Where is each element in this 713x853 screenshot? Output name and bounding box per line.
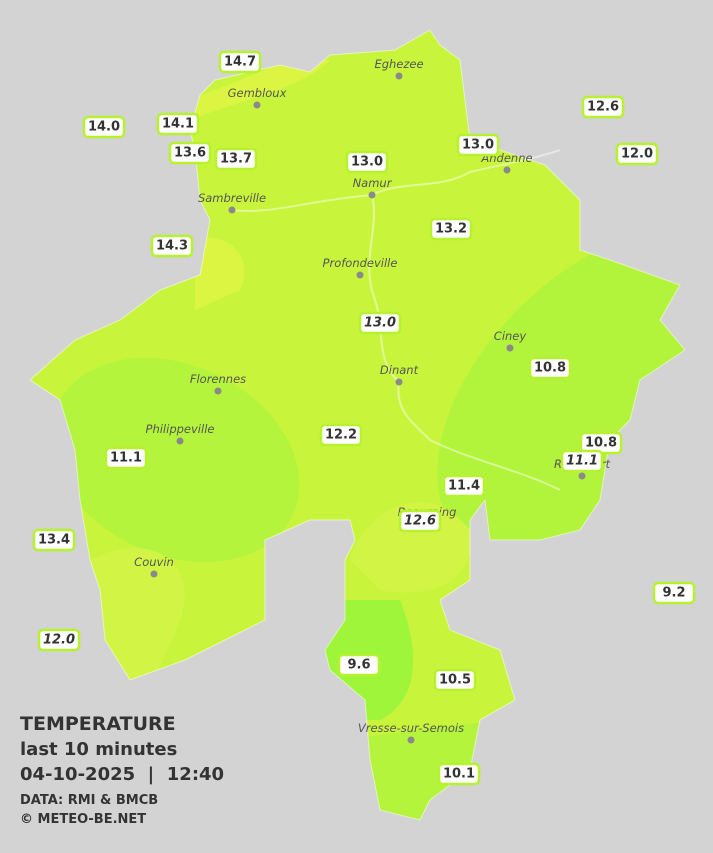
station-value: 13.6: [174, 146, 206, 161]
city-dot: [395, 378, 403, 386]
station-value: 14.0: [88, 120, 120, 135]
station-value: 13.0: [462, 138, 494, 153]
station-box: [82, 115, 126, 139]
station-box: [615, 142, 659, 166]
city-name: Sambreville: [198, 191, 266, 205]
station-box: [32, 528, 76, 552]
city-name: Namur: [353, 176, 393, 190]
station-value: 12.6: [404, 514, 436, 529]
station-box: [437, 762, 481, 786]
station-box: [581, 95, 625, 119]
station-value: 14.3: [156, 239, 188, 254]
legend-source: DATA: RMI & BMCB: [20, 793, 158, 808]
station-box: [528, 356, 572, 380]
city-name: Gembloux: [228, 86, 287, 100]
station-box: [652, 581, 696, 605]
city-name: Ciney: [494, 329, 527, 343]
station-box: [214, 147, 258, 171]
station-box: [156, 112, 200, 136]
station-value: 9.6: [347, 658, 370, 673]
station-value: 12.0: [43, 633, 75, 648]
station-box: [429, 217, 473, 241]
station-value: 12.6: [587, 100, 619, 115]
station-value: 11.1: [566, 454, 598, 469]
station-value: 10.5: [439, 673, 471, 688]
city-dot: [214, 387, 222, 395]
station-box: [398, 509, 442, 533]
city-name: Philippeville: [146, 422, 215, 436]
station-box: [358, 311, 402, 335]
station-value: 14.1: [162, 117, 194, 132]
station-value: 13.7: [220, 152, 252, 167]
station-box: [319, 423, 363, 447]
legend-datetime: 04-10-2025 | 12:40: [20, 764, 224, 785]
legend-subtitle: last 10 minutes: [20, 739, 177, 760]
station-box: [168, 141, 212, 165]
station-box: [345, 150, 389, 174]
station-box: [104, 446, 148, 470]
city-name: Dinant: [380, 363, 419, 377]
city-name: Florennes: [190, 372, 246, 386]
legend-copyright: © METEO-BE.NET: [20, 812, 146, 827]
station-value: 13.0: [364, 316, 396, 331]
station-box: [150, 234, 194, 258]
city-dot: [503, 166, 511, 174]
city-dot: [407, 736, 415, 744]
station-value: 10.8: [534, 361, 566, 376]
city-dot: [176, 437, 184, 445]
station-value: 11.4: [448, 479, 480, 494]
city-dot: [506, 344, 514, 352]
city-name: Vresse-sur-Semois: [358, 721, 464, 735]
city-dot: [368, 191, 376, 199]
station-value: 12.2: [325, 428, 357, 443]
city-dot: [356, 271, 364, 279]
station-value: 9.2: [662, 586, 685, 601]
station-value: 10.1: [443, 767, 475, 782]
legend-title: TEMPERATURE: [20, 713, 176, 735]
station-box: [37, 628, 81, 652]
station-box: [456, 133, 500, 157]
city-dot: [578, 472, 586, 480]
city-name: Profondeville: [323, 256, 398, 270]
station-value: 11.1: [110, 451, 142, 466]
station-value: 13.0: [351, 155, 383, 170]
station-value: 10.8: [585, 436, 617, 451]
station-box: [442, 474, 486, 498]
station-value: 13.2: [435, 222, 467, 237]
station-box: [337, 653, 381, 677]
station-value: 14.7: [224, 55, 256, 70]
city-dot: [253, 101, 261, 109]
station-box: [433, 668, 477, 692]
city-name: Eghezee: [374, 57, 423, 71]
station-value: 12.0: [621, 147, 653, 162]
city-dot: [150, 570, 158, 578]
station-box: [218, 50, 262, 74]
station-value: 13.4: [38, 533, 70, 548]
city-dot: [228, 206, 236, 214]
city-name: Couvin: [134, 555, 174, 569]
station-box: [560, 449, 604, 473]
city-dot: [395, 72, 403, 80]
